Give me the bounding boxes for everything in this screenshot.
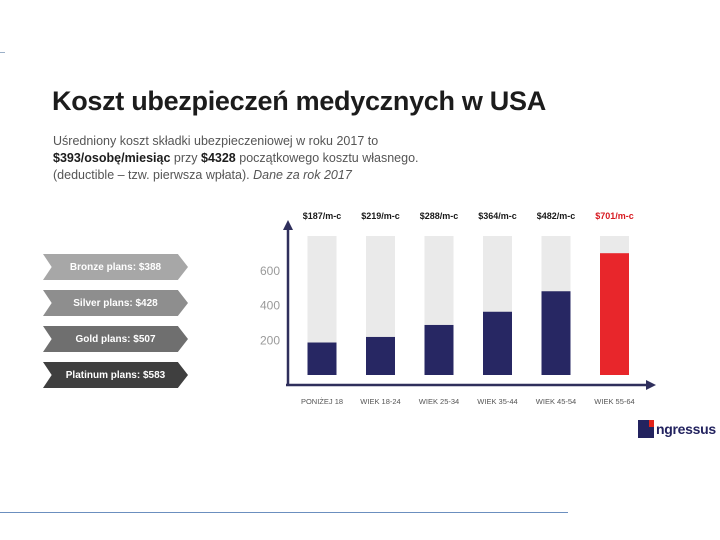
value-label: $482/m-c <box>537 211 576 221</box>
subtitle-connector: przy <box>170 151 201 165</box>
y-axis-arrow <box>283 220 293 230</box>
value-label: $364/m-c <box>478 211 517 221</box>
plan-list: Bronze plans: $388 Silver plans: $428 Go… <box>43 254 188 398</box>
ingressus-logo: ngressus <box>638 420 716 438</box>
category-label: WIEK 55-64 <box>594 397 634 406</box>
bar-1 <box>366 336 395 375</box>
value-label: $187/m-c <box>303 211 342 221</box>
value-label: $219/m-c <box>361 211 400 221</box>
category-label: PONIŻEJ 18 <box>301 397 343 406</box>
logo-mark <box>638 420 654 438</box>
slide-title: Koszt ubezpieczeń medycznych w USA <box>52 86 546 116</box>
y-tick-label: 400 <box>260 299 280 313</box>
subtitle-line-2: $393/osobę/miesiąc przy $4328 początkowe… <box>53 150 433 167</box>
subtitle-line-1: Uśredniony koszt składki ubezpieczeniowe… <box>53 134 379 148</box>
bar-2 <box>424 324 454 375</box>
plan-gold: Gold plans: $507 <box>43 326 188 352</box>
subtitle-premium: $393/osobę/miesiąc <box>53 151 171 165</box>
x-axis-arrow <box>646 380 656 390</box>
y-tick-label: 600 <box>260 264 280 278</box>
category-label: WIEK 25-34 <box>419 397 459 406</box>
y-tick-label: 200 <box>260 333 280 347</box>
subtitle-line-3: (deductible – tzw. pierwsza wpłata). Dan… <box>53 167 433 184</box>
category-label: WIEK 18-24 <box>360 397 400 406</box>
value-label: $288/m-c <box>420 211 459 221</box>
plan-platinum: Platinum plans: $583 <box>43 362 188 388</box>
logo-text: ngressus <box>656 421 716 437</box>
bar-5 <box>600 253 629 375</box>
plan-bronze: Bronze plans: $388 <box>43 254 188 280</box>
plan-silver: Silver plans: $428 <box>43 290 188 316</box>
slide-subtitle: Uśredniony koszt składki ubezpieczeniowe… <box>53 133 433 184</box>
bar-3 <box>483 311 512 375</box>
bottom-rule <box>0 512 568 513</box>
subtitle-line-2-end: początkowego kosztu własnego. <box>235 151 419 165</box>
subtitle-data-year: Dane za rok 2017 <box>253 168 352 182</box>
bar-0 <box>307 342 337 375</box>
subtitle-deductible-amount: $4328 <box>201 151 236 165</box>
value-label: $701/m-c <box>595 211 634 221</box>
category-label: WIEK 35-44 <box>477 397 517 406</box>
corner-mark <box>0 52 5 53</box>
category-label: WIEK 45-54 <box>536 397 576 406</box>
bar-4 <box>541 291 571 375</box>
subtitle-deductible-note: (deductible – tzw. pierwsza wpłata). <box>53 168 254 182</box>
